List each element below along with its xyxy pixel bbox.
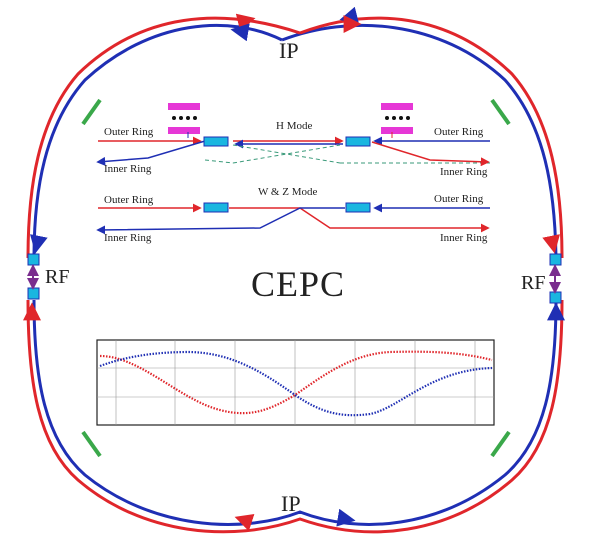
green-section-tr <box>490 98 511 126</box>
green-section-tl <box>81 98 102 126</box>
outer-ring-label: Outer Ring <box>434 126 484 138</box>
inner-ring-label: Inner Ring <box>440 166 488 178</box>
outer-ring-label: Outer Ring <box>104 194 154 206</box>
wz-mode-label: W & Z Mode <box>258 186 318 198</box>
wz-mode-schematic <box>96 202 490 235</box>
ring-arrow <box>336 508 356 527</box>
inner-ring-label: Inner Ring <box>440 232 488 244</box>
dots <box>385 116 410 120</box>
ring-arrow <box>542 234 561 254</box>
cepc-title: CEPC <box>251 264 346 304</box>
beta-function-plot <box>96 339 495 426</box>
magnet-bar <box>381 103 413 110</box>
outer-ring-label: Outer Ring <box>434 193 484 205</box>
rf-right-label: RF <box>521 272 546 294</box>
green-section-br <box>490 430 511 458</box>
ring-arrow <box>29 234 48 254</box>
magnet-bar <box>381 127 413 134</box>
separator-right <box>345 136 371 147</box>
dots <box>172 116 197 120</box>
beta-curve-blue <box>99 350 493 417</box>
inner-ring-label: Inner Ring <box>104 163 152 175</box>
collider-rings <box>23 6 565 534</box>
separator-left <box>203 136 229 147</box>
inner-ring-label: Inner Ring <box>104 232 152 244</box>
separator-right <box>345 202 371 213</box>
ip-bottom-label: IP <box>281 491 301 516</box>
ring-arrow <box>234 514 255 532</box>
rf-right-station <box>549 253 562 304</box>
red-ring <box>26 16 564 534</box>
h-mode-label: H Mode <box>276 120 313 132</box>
outer-ring-label: Outer Ring <box>104 126 154 138</box>
beta-curve-red <box>99 350 493 415</box>
green-section-bl <box>81 430 102 458</box>
ring-arrow <box>230 23 250 42</box>
magnet-bar <box>168 127 200 134</box>
ip-top-label: IP <box>279 38 299 63</box>
plot-frame <box>96 339 495 426</box>
separator-left <box>203 202 229 213</box>
rf-left-station <box>27 253 40 300</box>
h-mode-schematic <box>96 103 490 167</box>
ring-arrow <box>235 13 256 32</box>
rf-left-label: RF <box>45 266 70 288</box>
magnet-bar <box>168 103 200 110</box>
